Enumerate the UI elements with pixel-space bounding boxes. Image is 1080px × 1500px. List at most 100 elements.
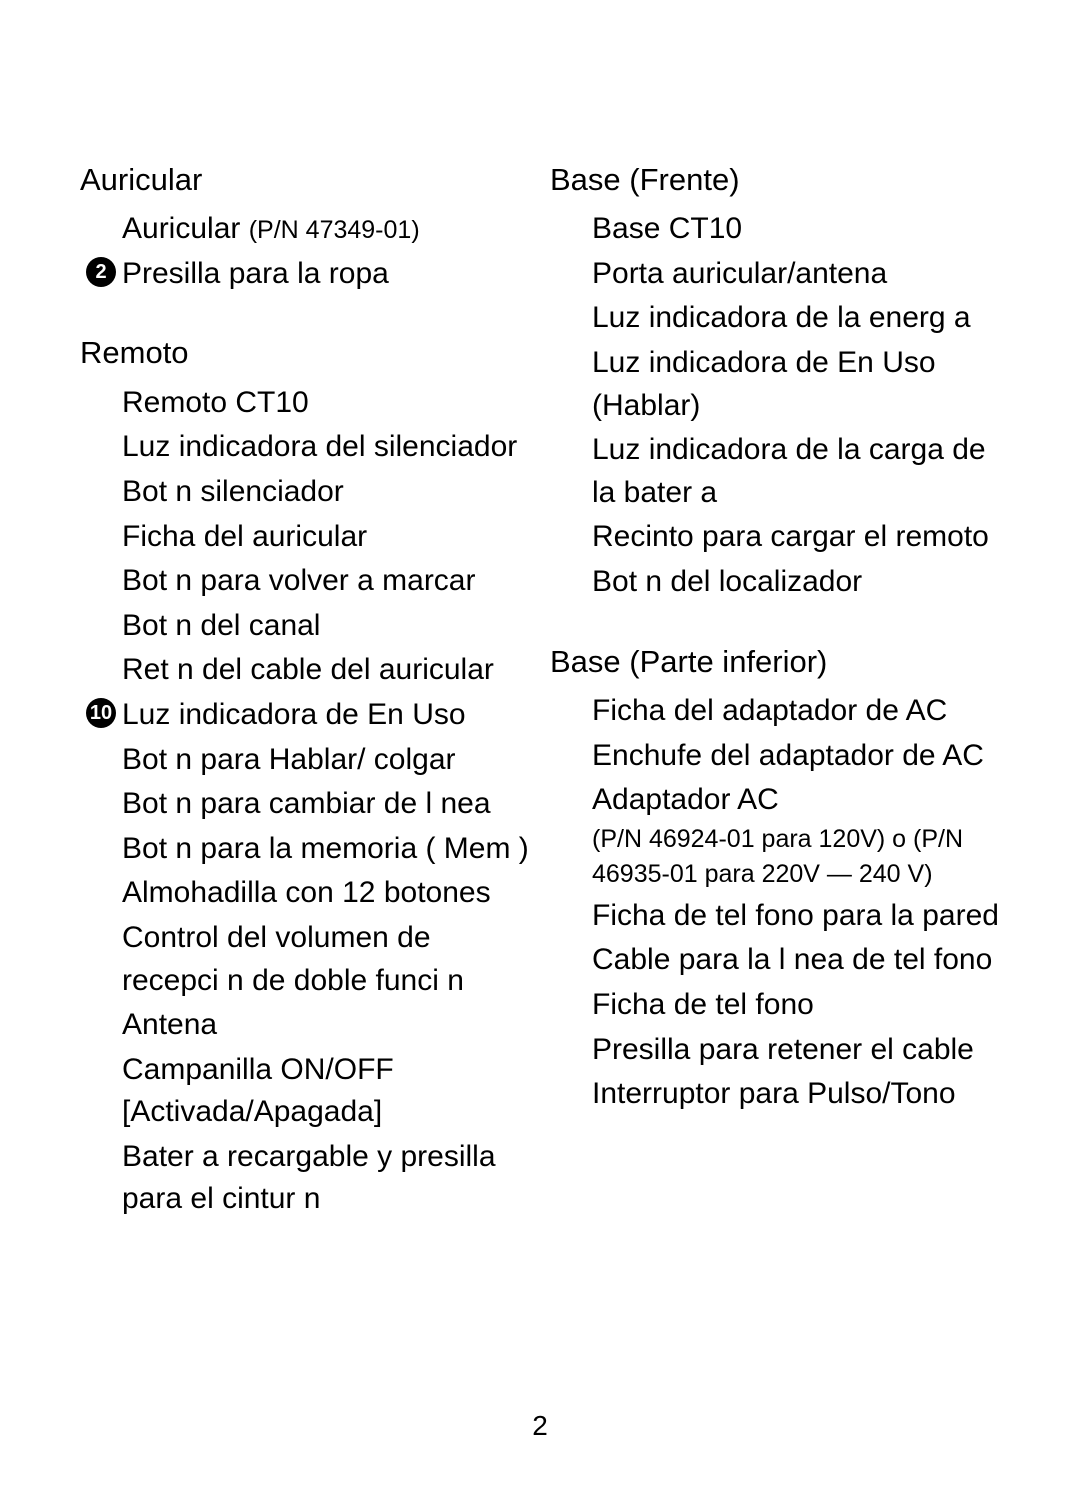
bullet-slot	[550, 208, 592, 212]
list-item: Campanilla ON/OFF [Activada/Apagada]	[80, 1049, 530, 1134]
bullet-slot	[80, 1136, 122, 1140]
item-text: Bot n para Hablar/ colgar	[122, 739, 530, 782]
bullet-slot	[80, 739, 122, 743]
bullet-slot	[550, 516, 592, 520]
list-item: Luz indicadora de la carga de la bater a	[550, 429, 1000, 514]
item-text: Presilla para la ropa	[122, 253, 530, 296]
bullet-slot	[80, 605, 122, 609]
list-item: Control del volumen de recepci n de dobl…	[80, 917, 530, 1002]
bullet-slot	[550, 779, 592, 783]
list-item: Antena	[80, 1004, 530, 1047]
bullet-slot	[80, 649, 122, 653]
section-gap	[550, 606, 1000, 642]
list-item: 2Presilla para la ropa	[80, 253, 530, 296]
bullet-slot: 2	[80, 253, 122, 287]
bullet-slot	[80, 783, 122, 787]
list-item: Auricular (P/N 47349-01)	[80, 208, 530, 251]
item-text: Antena	[122, 1004, 530, 1047]
list-item: Presilla para retener el cable	[550, 1029, 1000, 1072]
item-sub-text: (P/N 47349-01)	[249, 216, 420, 244]
bullet-slot	[80, 1049, 122, 1053]
bullet-slot	[80, 872, 122, 876]
bullet-slot	[80, 426, 122, 430]
bullet-slot	[80, 1004, 122, 1008]
list-item: Ficha del adaptador de AC	[550, 690, 1000, 733]
number-bullet: 10	[86, 698, 116, 728]
item-text: Ficha de tel fono	[592, 984, 1000, 1027]
item-text: Luz indicadora del silenciador	[122, 426, 530, 469]
item-text: Bot n del localizador	[592, 561, 1000, 604]
bullet-slot	[550, 342, 592, 346]
item-sub-text: (P/N 46924-01 para 120V) o (P/N 46935-01…	[592, 822, 1000, 893]
bullet-slot	[550, 429, 592, 433]
item-text: Adaptador AC(P/N 46924-01 para 120V) o (…	[592, 779, 1000, 893]
bullet-slot	[550, 690, 592, 694]
list-item: Ret n del cable del auricular	[80, 649, 530, 692]
page-number: 2	[0, 1410, 1080, 1442]
list-item: Bot n para Hablar/ colgar	[80, 739, 530, 782]
list-item: Adaptador AC(P/N 46924-01 para 120V) o (…	[550, 779, 1000, 893]
list-item: Base CT10	[550, 208, 1000, 251]
list-item: Bot n para volver a marcar	[80, 560, 530, 603]
list-item: Bater a recargable y presilla para el ci…	[80, 1136, 530, 1221]
list-item: Bot n del canal	[80, 605, 530, 648]
bullet-slot	[550, 561, 592, 565]
item-text: Luz indicadora de la energ a	[592, 297, 1000, 340]
bullet-slot	[80, 516, 122, 520]
list-item: Recinto para cargar el remoto	[550, 516, 1000, 559]
item-text: Ficha del auricular	[122, 516, 530, 559]
item-text: Bot n para la memoria ( Mem )	[122, 828, 530, 871]
section-gap	[80, 297, 530, 333]
list-item: 10Luz indicadora de En Uso	[80, 694, 530, 737]
left-column: AuricularAuricular (P/N 47349-01)2Presil…	[80, 160, 530, 1223]
section-title: Auricular	[80, 160, 530, 200]
item-text: Ret n del cable del auricular	[122, 649, 530, 692]
item-text: Enchufe del adaptador de AC	[592, 735, 1000, 778]
item-text: Recinto para cargar el remoto	[592, 516, 1000, 559]
item-text: Presilla para retener el cable	[592, 1029, 1000, 1072]
list-item: Interruptor para Pulso/Tono	[550, 1073, 1000, 1116]
item-text: Ficha del adaptador de AC	[592, 690, 1000, 733]
bullet-slot	[80, 471, 122, 475]
bullet-slot	[550, 1073, 592, 1077]
page: AuricularAuricular (P/N 47349-01)2Presil…	[0, 0, 1080, 1500]
list-item: Luz indicadora de la energ a	[550, 297, 1000, 340]
item-text: Bot n silenciador	[122, 471, 530, 514]
item-text: Interruptor para Pulso/Tono	[592, 1073, 1000, 1116]
bullet-slot	[550, 895, 592, 899]
list-item: Bot n del localizador	[550, 561, 1000, 604]
bullet-slot	[80, 917, 122, 921]
list-item: Cable para la l nea de tel fono	[550, 939, 1000, 982]
bullet-slot	[80, 382, 122, 386]
columns: AuricularAuricular (P/N 47349-01)2Presil…	[80, 160, 1000, 1223]
bullet-slot	[550, 253, 592, 257]
item-text: Control del volumen de recepci n de dobl…	[122, 917, 530, 1002]
list-item: Almohadilla con 12 botones	[80, 872, 530, 915]
list-item: Ficha de tel fono para la pared	[550, 895, 1000, 938]
item-text: Bot n para volver a marcar	[122, 560, 530, 603]
bullet-slot	[550, 939, 592, 943]
bullet-slot	[80, 208, 122, 212]
item-text: Luz indicadora de En Uso (Hablar)	[592, 342, 1000, 427]
item-text: Bot n para cambiar de l nea	[122, 783, 530, 826]
item-text: Luz indicadora de En Uso	[122, 694, 530, 737]
right-column: Base (Frente) Base CT10Porta auricular/an…	[550, 160, 1000, 1223]
section-title: Base (Parte inferior)	[550, 642, 1000, 682]
list-item: Luz indicadora del silenciador	[80, 426, 530, 469]
list-item: Porta auricular/antena	[550, 253, 1000, 296]
list-item: Luz indicadora de En Uso (Hablar)	[550, 342, 1000, 427]
item-text: Luz indicadora de la carga de la bater a	[592, 429, 1000, 514]
item-main-text: Adaptador AC	[592, 779, 1000, 822]
item-main-text: Auricular	[122, 212, 249, 245]
list-item: Ficha de tel fono	[550, 984, 1000, 1027]
item-text: Porta auricular/antena	[592, 253, 1000, 296]
item-text: Bot n del canal	[122, 605, 530, 648]
bullet-slot: 10	[80, 694, 122, 728]
item-text: Auricular (P/N 47349-01)	[122, 208, 530, 251]
bullet-slot	[550, 297, 592, 301]
list-item: Remoto CT10	[80, 382, 530, 425]
item-text: Base CT10	[592, 208, 1000, 251]
bullet-slot	[550, 1029, 592, 1033]
bullet-slot	[550, 984, 592, 988]
section-title: Base (Frente)	[550, 160, 1000, 200]
